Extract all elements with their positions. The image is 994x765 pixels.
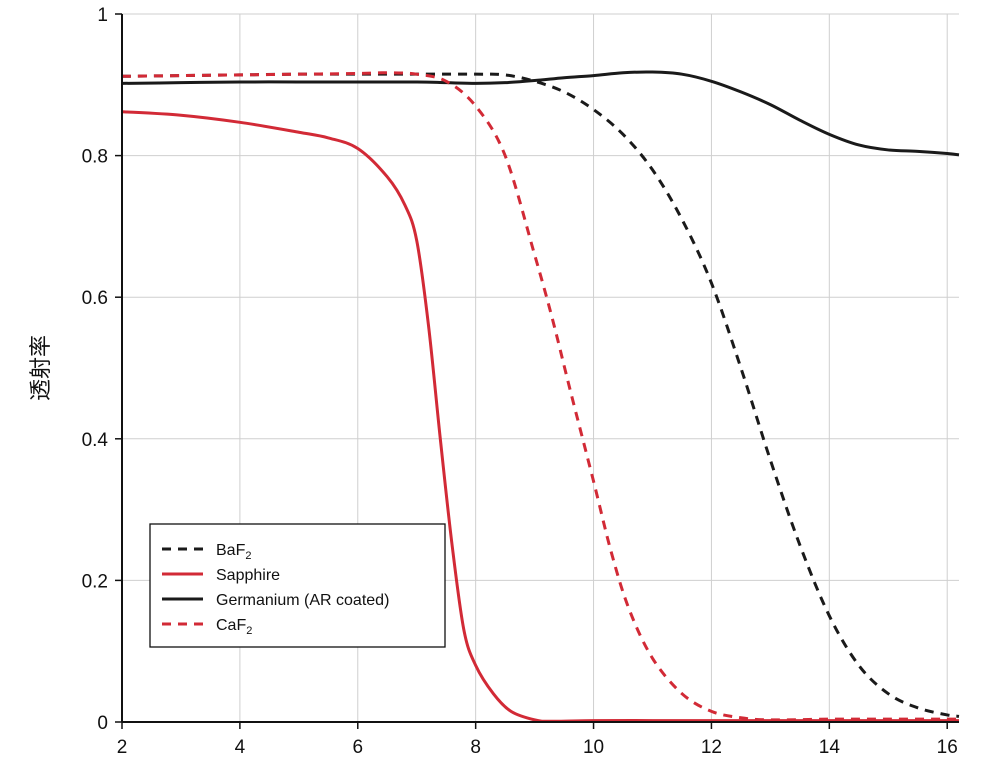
x-tick-label: 10 [583,737,604,758]
y-axis-label: 透射率 [29,335,54,401]
y-tick-label: 0.6 [82,288,108,309]
x-tick-label: 4 [235,737,246,758]
series-line-sapphire [121,110,959,723]
legend-label-text: CaF [216,617,246,634]
axes [115,13,959,729]
y-tick-label: 1 [97,5,108,26]
legend-label-subscript: 2 [246,625,252,637]
legend-label-sapphire: Sapphire [216,567,280,584]
grid [122,13,959,722]
legend-box [149,523,446,648]
legend-label-text: BaF [216,542,246,559]
series-lines [121,70,960,723]
x-tick-label: 2 [117,737,128,758]
legend-label-baf2: BaF2 [216,542,251,562]
series-line-baf2 [121,72,960,718]
legend-label-germanium-ar-coated: Germanium (AR coated) [216,592,389,609]
y-tick-label: 0 [97,713,108,734]
x-tick-label: 14 [819,737,841,758]
y-tick-label: 0.2 [82,571,108,592]
x-tick-label: 12 [701,737,722,758]
y-tick-label: 0.4 [82,430,109,451]
x-tick-label: 6 [352,737,363,758]
tick-labels: 2 4 6 8 10 12 14 16 0 0.2 0.4 0.6 0.8 1 [82,5,958,758]
legend-label-caf2: CaF2 [216,617,252,637]
x-tick-label: 16 [937,737,958,758]
legend-label-text: Sapphire [216,567,280,584]
series-line-caf2 [121,71,959,722]
series-line-germanium-ar-coated [121,70,960,157]
x-tick-label: 8 [470,737,481,758]
y-tick-label: 0.8 [82,147,108,168]
legend-label-text: Germanium (AR coated) [216,592,389,609]
legend-label-subscript: 2 [245,550,251,562]
